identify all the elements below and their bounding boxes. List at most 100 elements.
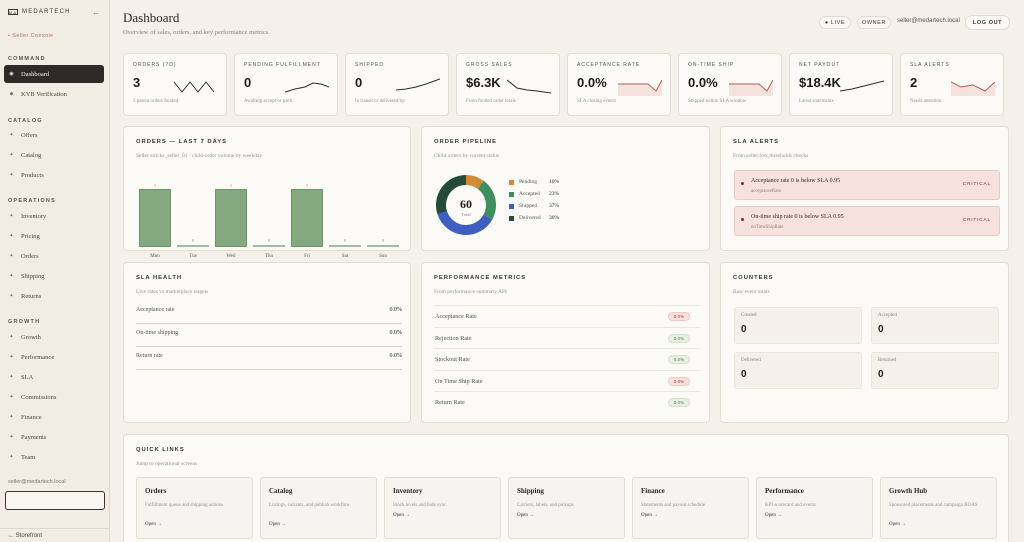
sla-health-subtitle: Live rates vs marketplace targets (136, 289, 209, 295)
sidebar-item-offers[interactable]: ✦ Offers (4, 126, 104, 144)
quick-link-inventory[interactable]: Inventory Stock levels and bulk sync Open … (384, 477, 501, 539)
kpi-description: 3 parent orders funded (133, 99, 179, 104)
quick-link-performance[interactable]: Performance KPI scorecard and events Open … (756, 477, 873, 539)
chart-bar (139, 189, 171, 247)
sla-metric-label: Acceptance rate (136, 307, 175, 313)
sidebar-item-commissions[interactable]: ✦ Commissions (4, 388, 104, 406)
kpi-label: SLA ALERTS (910, 62, 950, 68)
alert-metric: acceptanceRate (751, 189, 781, 194)
sla-health-row: On-time shipping 0.0% (136, 327, 402, 347)
page-subtitle: Overview of sales, orders, and key perfo… (123, 29, 270, 36)
sidebar-item-label: Pricing (21, 232, 40, 240)
sla-alert-item[interactable]: On-time ship rate 0 is below SLA 0.95 on… (734, 206, 1000, 236)
sidebar-item-sla[interactable]: ✦ SLA (4, 368, 104, 386)
sla-alerts-subtitle: From seller.fod_thresholds checks (733, 153, 809, 159)
metric-badge: 0.0% (668, 355, 690, 364)
sidebar-item-inventory[interactable]: ✦ Inventory (4, 207, 104, 225)
quick-link-title: Performance (765, 487, 804, 495)
legend-label: Pending (519, 179, 538, 185)
legend-swatch (509, 203, 514, 209)
kpi-sparkline (729, 76, 774, 96)
quick-link-open[interactable]: Open → (889, 522, 907, 527)
alert-text: Acceptance rate 0 is below SLA 0.95 (751, 178, 841, 184)
orders-chart-title: ORDERS — LAST 7 DAYS (136, 139, 227, 145)
live-badge: ● LIVE (819, 16, 851, 29)
sla-metric-label: Return rate (136, 353, 163, 359)
bar-value-label: 0 (191, 238, 195, 243)
collapse-sidebar-icon[interactable]: ← (92, 8, 100, 17)
quick-link-growth-hub[interactable]: Growth Hub Sponsored placements and campa… (880, 477, 997, 539)
quick-link-description: Listings, variants, and publish workflow (269, 503, 350, 508)
alert-dot-icon (741, 218, 744, 221)
counter-label: Created (741, 313, 757, 318)
donut-slice-delivered (436, 175, 466, 215)
performance-metric-row: Acceptance Rate 0.0% (434, 305, 700, 326)
metric-badge: 0.0% (668, 312, 690, 321)
chart-bar (177, 245, 209, 247)
sla-health-row: Return rate 0.0% (136, 350, 402, 370)
sidebar-item-finance[interactable]: ✦ Finance (4, 408, 104, 426)
metric-badge: 0.0% (668, 333, 690, 343)
kpi-sparkline (618, 76, 663, 96)
kpi-sparkline (839, 76, 885, 96)
brand[interactable]: MA MEDARTECH (8, 9, 71, 15)
kpi-value: 2 (910, 75, 918, 90)
logout-button[interactable]: LOG OUT (965, 15, 1010, 30)
kpi-description: In transit or delivered/tip (355, 99, 405, 104)
sidebar-item-performance[interactable]: ✦ Performance (4, 348, 104, 366)
pipeline-legend-item: Pending 10% (509, 179, 559, 185)
quick-link-open[interactable]: Open → (641, 513, 659, 518)
kpi-sparkline (173, 76, 218, 96)
sidebar-item-kyb-verification[interactable]: ◆ KYB Verification (4, 85, 104, 103)
sidebar-item-orders[interactable]: ✦ Orders (4, 247, 104, 265)
quick-link-catalog[interactable]: Catalog Listings, variants, and publish w… (260, 477, 377, 539)
kpi-description: From funded order totals (466, 99, 516, 104)
storefront-link[interactable]: ← Storefront (0, 528, 110, 542)
section-catalog: CATALOG (8, 118, 43, 124)
kpi-label: SHIPPED (355, 62, 384, 68)
sidebar-item-products[interactable]: ✦ Products (4, 166, 104, 184)
quick-link-title: Shipping (517, 487, 544, 495)
alert-dot-icon (741, 182, 744, 185)
quick-link-open[interactable]: Open → (765, 513, 783, 518)
sidebar-item-returns[interactable]: ✦ Returns (4, 287, 104, 305)
sidebar-item-pricing[interactable]: ✦ Pricing (4, 227, 104, 245)
active-dot-icon: ◉ (9, 72, 14, 77)
quick-link-description: Carriers, labels, and pickups (517, 503, 574, 508)
bar-value-label: 0 (381, 238, 385, 243)
quick-link-title: Growth Hub (889, 487, 928, 495)
bar-category-label: Fri (304, 254, 310, 259)
sla-alerts-card: SLA ALERTS From seller.fod_thresholds ch… (720, 126, 1009, 251)
sla-health-row: Acceptance rate 0.0% (136, 304, 402, 324)
sidebar-item-label: SLA (21, 373, 34, 381)
quick-link-open[interactable]: Open → (517, 513, 535, 518)
sidebar-input[interactable] (5, 491, 105, 510)
chart-bar (215, 189, 247, 247)
sidebar-item-label: Catalog (21, 151, 42, 159)
quick-link-open[interactable]: Open → (145, 522, 163, 527)
performance-metric-row: Return Rate 0.0% (434, 391, 700, 412)
sidebar-item-catalog[interactable]: ✦ Catalog (4, 146, 104, 164)
bar-value-label: 1 (229, 183, 233, 188)
kpi-description: SLA closing events (577, 99, 616, 104)
section-command: COMMAND (8, 56, 46, 62)
quick-link-open[interactable]: Open → (393, 513, 411, 518)
sla-alert-item[interactable]: Acceptance rate 0 is below SLA 0.95 acce… (734, 170, 1000, 200)
user-email: seller@medartech.local (897, 18, 960, 24)
sidebar-item-payments[interactable]: ✦ Payments (4, 428, 104, 446)
quick-link-open[interactable]: Open → (269, 522, 287, 527)
chart-bar (329, 245, 361, 247)
diamond-icon: ◆ (9, 92, 14, 97)
section-operations: OPERATIONS (8, 198, 56, 204)
quick-link-orders[interactable]: Orders Fulfillment queue and shipping act… (136, 477, 253, 539)
sidebar-item-growth[interactable]: ✦ Growth (4, 328, 104, 346)
orders-chart-card: ORDERS — LAST 7 DAYS Seller stricks_sell… (123, 126, 411, 259)
quick-link-finance[interactable]: Finance Statements and payout schedule Ope… (632, 477, 749, 539)
sidebar-item-dashboard[interactable]: ◉ Dashboard (4, 65, 104, 83)
sla-metric-value: 0.0% (389, 353, 403, 359)
counter-value: 0 (741, 324, 747, 335)
sidebar-item-team[interactable]: ✦ Team (4, 448, 104, 466)
sidebar-item-shipping[interactable]: ✦ Shipping (4, 267, 104, 285)
owner-badge: OWNER (857, 16, 891, 29)
quick-link-shipping[interactable]: Shipping Carriers, labels, and pickups Ope… (508, 477, 625, 539)
